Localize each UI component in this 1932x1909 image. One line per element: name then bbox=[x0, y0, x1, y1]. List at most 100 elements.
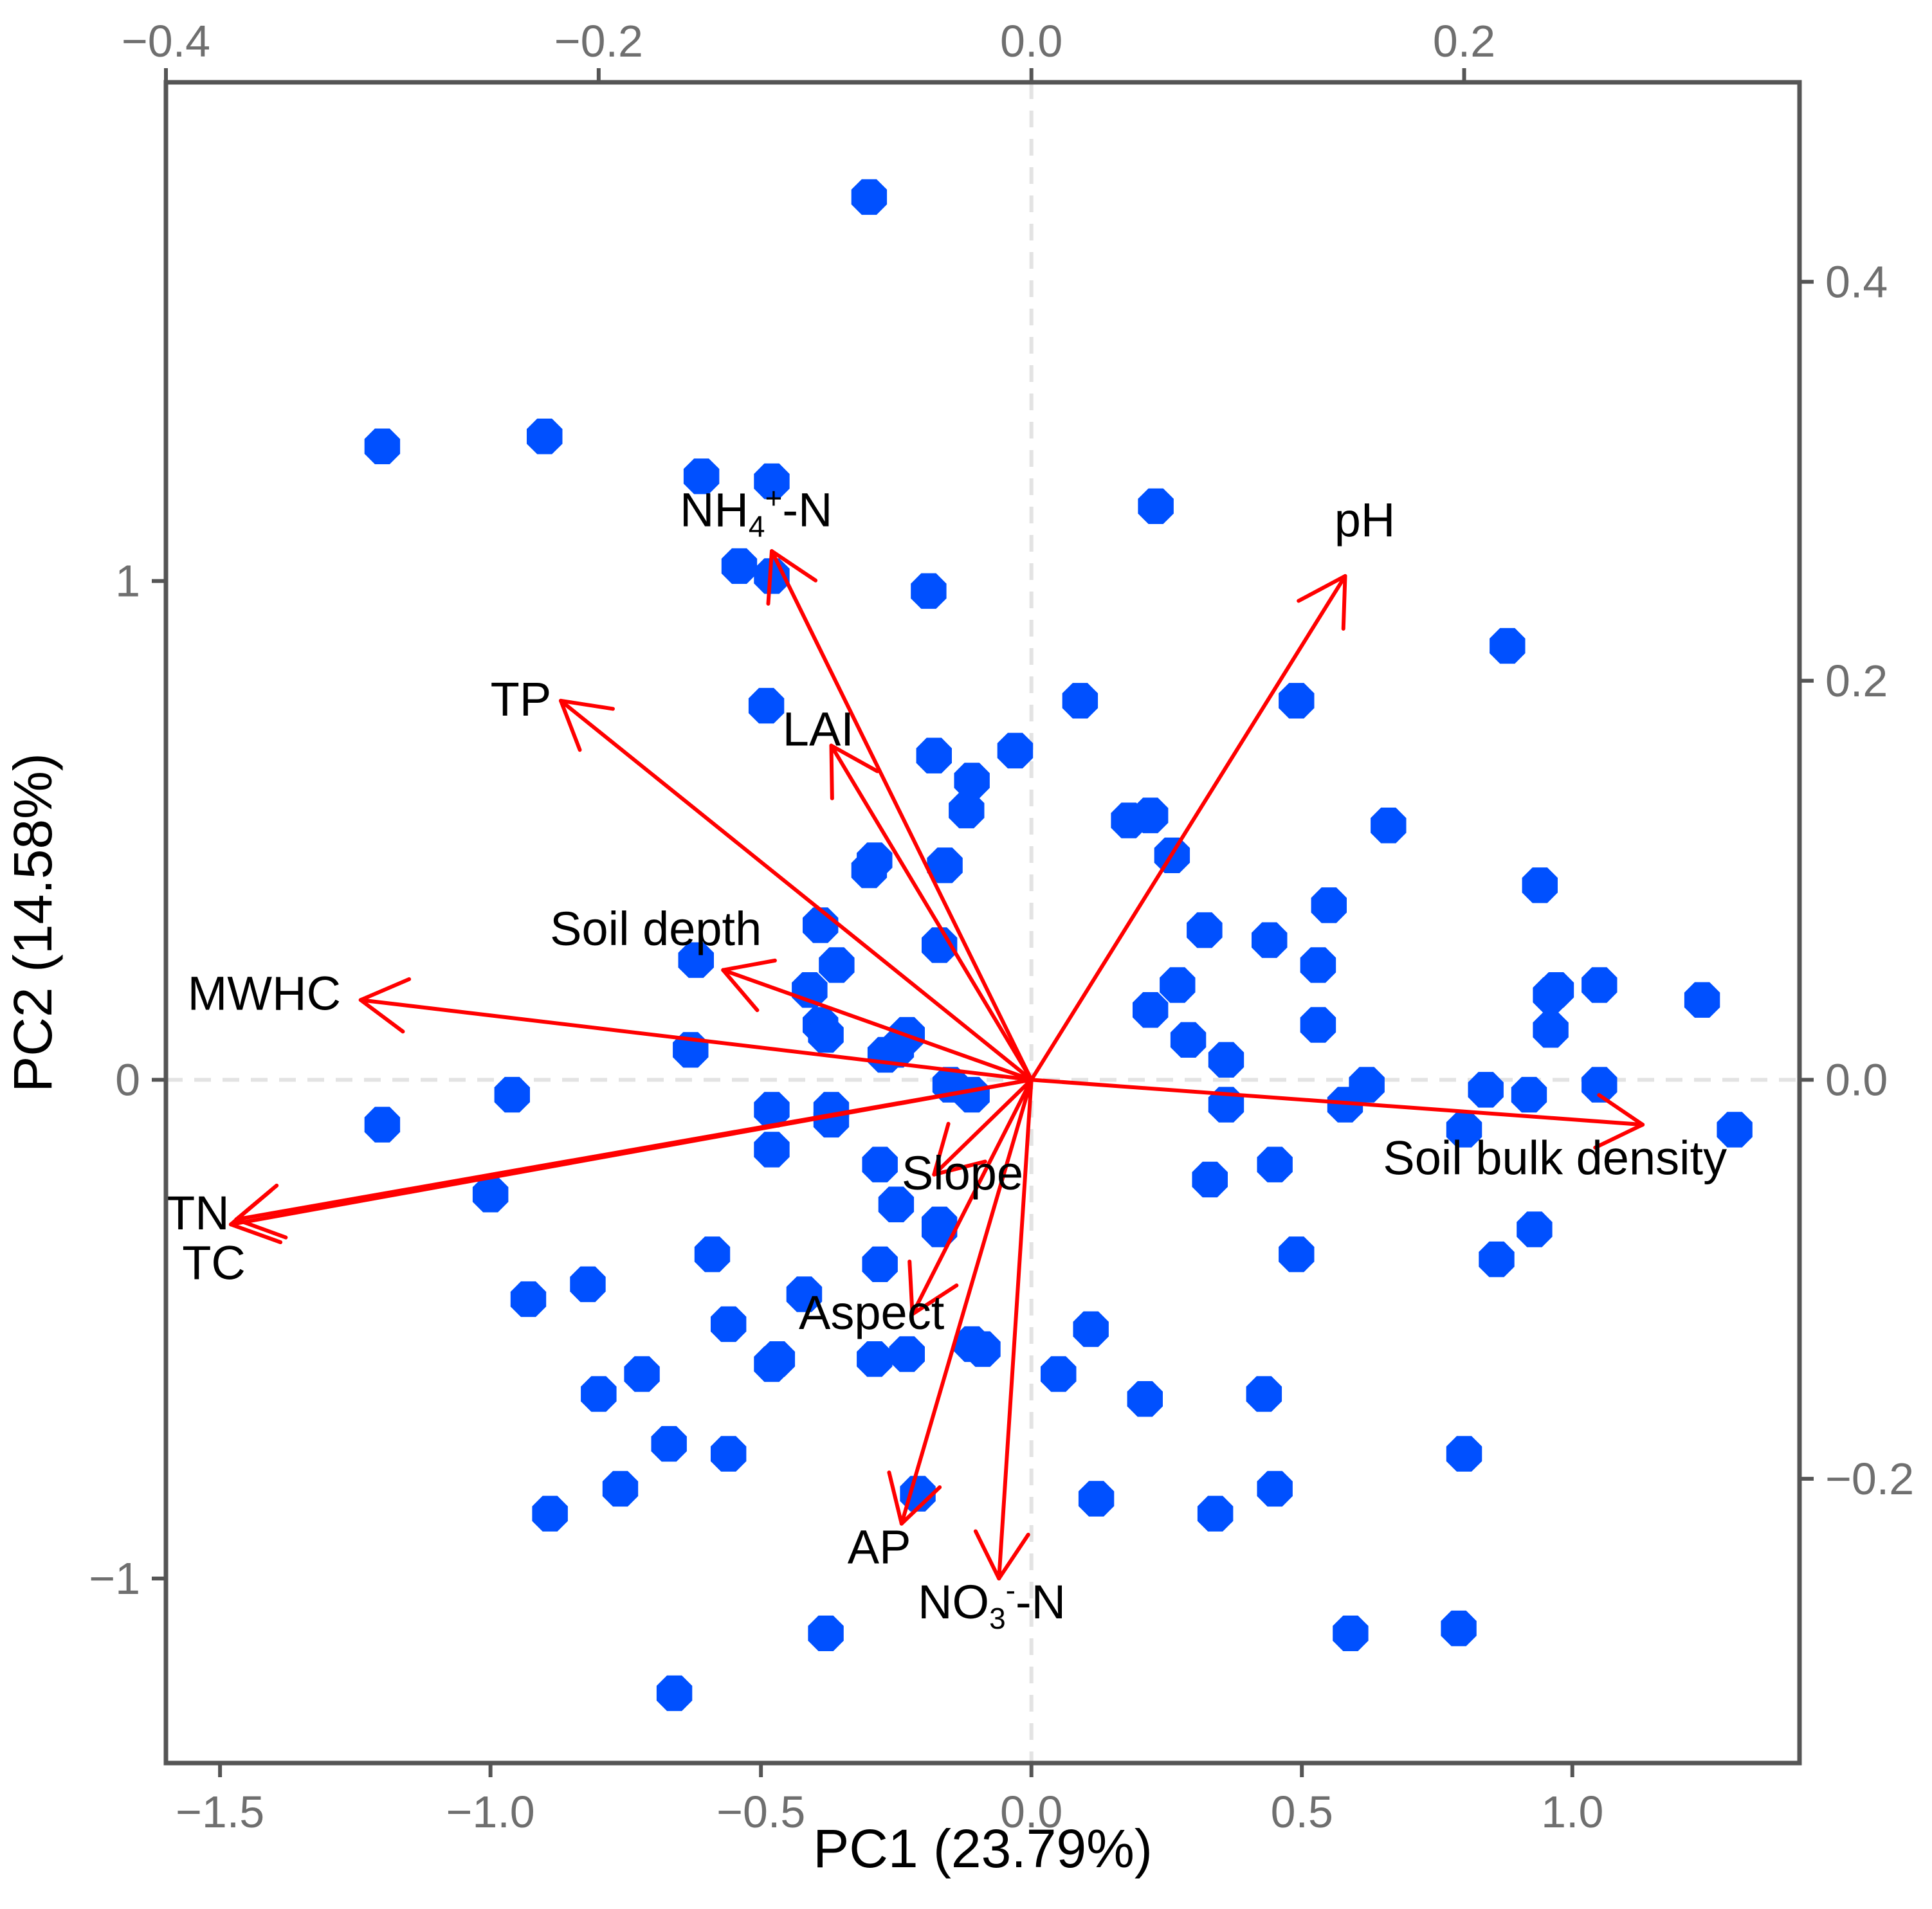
arrow-slope bbox=[932, 1078, 1034, 1177]
score-point bbox=[819, 947, 855, 983]
x-axis-title: PC1 (23.79%) bbox=[813, 1818, 1153, 1879]
score-point bbox=[1127, 1381, 1163, 1417]
score-point bbox=[786, 1276, 823, 1312]
score-point bbox=[694, 1236, 731, 1272]
score-point bbox=[754, 1132, 790, 1168]
score-point bbox=[581, 1376, 617, 1412]
score-point bbox=[1138, 488, 1174, 524]
variable-labels: NH4+-N pH TP LAI Soil depth MWHC Soil bulk den… bbox=[166, 481, 1727, 1635]
score-point bbox=[1279, 683, 1315, 719]
score-point bbox=[1522, 867, 1558, 903]
score-point bbox=[754, 1092, 790, 1128]
arrow-shaft bbox=[932, 1078, 1034, 1177]
arrow-soil-depth bbox=[721, 958, 1034, 1082]
score-point bbox=[922, 1211, 958, 1247]
score-point bbox=[683, 458, 720, 494]
arrow-head bbox=[887, 1470, 904, 1526]
label-soil-depth: Soil depth bbox=[550, 902, 761, 955]
score-point bbox=[954, 763, 990, 799]
arrow-shaft bbox=[1029, 574, 1347, 1082]
label-soil-bulk-density: Soil bulk density bbox=[1383, 1132, 1727, 1185]
score-point bbox=[1371, 808, 1407, 844]
score-point bbox=[1300, 947, 1336, 983]
score-point bbox=[1333, 1615, 1369, 1651]
right-tick-label: −0.2 bbox=[1825, 1454, 1914, 1504]
arrow-head bbox=[829, 743, 880, 774]
score-point bbox=[1517, 1211, 1553, 1247]
arrow-shaft bbox=[997, 1078, 1034, 1581]
arrow-shaft bbox=[1029, 1078, 1645, 1127]
x-tick-label: −0.5 bbox=[716, 1787, 805, 1837]
arrow-no3-n bbox=[973, 1078, 1034, 1581]
score-point bbox=[851, 179, 888, 215]
arrow-head bbox=[358, 977, 412, 1002]
arrow-head bbox=[907, 1260, 915, 1316]
score-point bbox=[813, 1101, 850, 1138]
score-point bbox=[721, 548, 758, 584]
score-point bbox=[851, 852, 888, 889]
score-point bbox=[997, 732, 1034, 769]
label-nh4-n: NH4+-N bbox=[680, 481, 832, 543]
label-slope: Slope bbox=[902, 1146, 1023, 1200]
label-aspect: Aspect bbox=[799, 1286, 945, 1339]
arrow-shaft bbox=[558, 698, 1034, 1082]
arrow-head bbox=[1597, 1093, 1645, 1127]
score-point bbox=[949, 792, 985, 829]
score-point bbox=[494, 1076, 530, 1113]
score-point bbox=[922, 927, 958, 963]
score-point bbox=[808, 1615, 844, 1651]
score-point bbox=[1446, 1112, 1482, 1148]
score-point bbox=[1197, 1496, 1234, 1532]
score-point bbox=[1192, 1161, 1228, 1198]
panel-border bbox=[163, 80, 1802, 1766]
score-point bbox=[472, 1177, 509, 1213]
arrow-head bbox=[899, 1485, 942, 1526]
score-point bbox=[711, 1306, 747, 1343]
score-point bbox=[678, 942, 714, 978]
y-tick-label: 0 bbox=[115, 1054, 140, 1105]
y-axis-title: PC2 (14.58%) bbox=[3, 753, 63, 1092]
score-point bbox=[1073, 1311, 1109, 1347]
arrow-head bbox=[358, 998, 405, 1034]
y-tick-label: 1 bbox=[115, 556, 140, 606]
arrow-head bbox=[769, 549, 818, 583]
right-tick-label: 0.2 bbox=[1825, 656, 1888, 706]
label-ph: pH bbox=[1335, 493, 1396, 547]
arrow-tp bbox=[558, 698, 1034, 1082]
score-point bbox=[570, 1266, 606, 1303]
label-tc: TC bbox=[182, 1236, 246, 1290]
label-tp: TP bbox=[491, 673, 552, 726]
plot-frame bbox=[163, 80, 1802, 1766]
score-point bbox=[916, 737, 952, 774]
arrow-head bbox=[1297, 574, 1347, 603]
score-point bbox=[889, 1336, 925, 1372]
arrow-head bbox=[1341, 574, 1347, 631]
arrow-head bbox=[228, 1188, 273, 1227]
arrow-nh4-n bbox=[766, 549, 1034, 1082]
score-point bbox=[1490, 628, 1526, 664]
reference-lines bbox=[166, 82, 1800, 1763]
label-no3-n: NO3--N bbox=[918, 1573, 1066, 1635]
x-tick-label: 0.5 bbox=[1271, 1787, 1333, 1837]
score-point bbox=[954, 1076, 990, 1113]
loading-arrows bbox=[228, 549, 1645, 1581]
score-point bbox=[1208, 1042, 1244, 1078]
arrow-shaft bbox=[769, 549, 1034, 1082]
arrow-head bbox=[973, 1529, 1001, 1581]
score-point bbox=[965, 1331, 1001, 1367]
score-point bbox=[1279, 1236, 1315, 1272]
score-point bbox=[1246, 1376, 1282, 1412]
score-point bbox=[656, 1675, 693, 1712]
score-point bbox=[1511, 1076, 1547, 1113]
score-point bbox=[862, 1246, 898, 1282]
score-point bbox=[1133, 797, 1169, 833]
label-ap: AP bbox=[848, 1521, 911, 1574]
score-point bbox=[862, 1146, 898, 1182]
score-point bbox=[1170, 1022, 1207, 1058]
score-point bbox=[1062, 683, 1098, 719]
score-point bbox=[1252, 922, 1288, 958]
score-point bbox=[1581, 967, 1618, 1003]
arrow-tc bbox=[228, 1078, 1034, 1244]
